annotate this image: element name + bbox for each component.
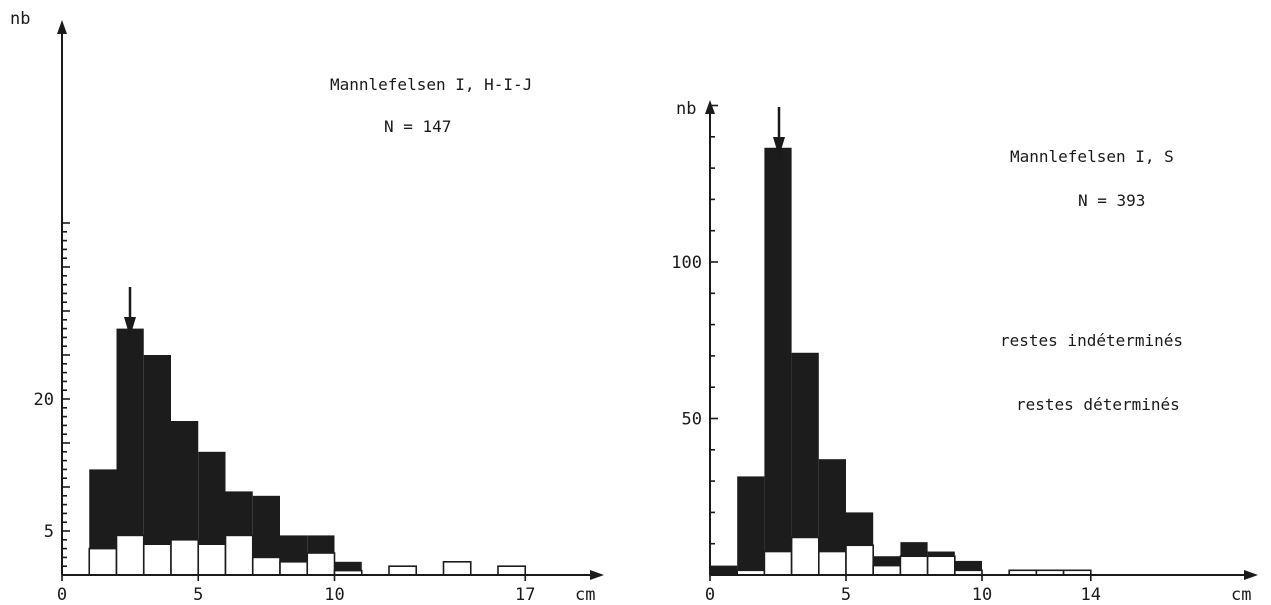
right-x-tick-label-3: 14 (1081, 585, 1101, 605)
legend-item-determines: restes déterminés (1016, 395, 1180, 414)
left-bar-dark-2 (144, 355, 171, 544)
right-x-ticks: 0 5 10 14 (705, 575, 1101, 605)
left-bar-dark-3 (171, 421, 198, 540)
right-bar-light-5 (846, 545, 873, 575)
left-bar-dark-8 (307, 535, 334, 553)
left-x-tick-label-3: 17 (515, 585, 535, 605)
histogram-right: 0 5 10 14 50 100 nb cm Mannlefelsen I, S N =… (671, 99, 1258, 605)
left-bar-light-7 (280, 562, 307, 575)
left-y-tick-label-1: 20 (34, 390, 54, 410)
left-bar-light-15 (498, 566, 525, 575)
left-x-ticks: 0 5 10 17 (57, 575, 536, 605)
right-y-tick-label-0: 50 (682, 410, 702, 430)
right-bar-light-3 (792, 537, 819, 575)
left-x-tick-label-0: 0 (57, 585, 67, 605)
right-bar-dark-6 (873, 556, 900, 565)
left-bar-dark-7 (280, 535, 307, 561)
left-bar-light-4 (198, 544, 225, 575)
right-bar-dark-4 (819, 459, 846, 551)
right-chart-subtitle: N = 393 (1078, 191, 1145, 210)
right-y-axis-arrowhead (705, 100, 715, 114)
right-x-axis-arrowhead (1244, 570, 1258, 580)
histogram-left: 0 5 10 17 5 20 nb cm Mannlefelsen I, H-I-J N… (10, 9, 604, 605)
right-bar-light-8 (928, 556, 955, 575)
left-bar-light-6 (253, 557, 280, 575)
left-x-axis-arrowhead (590, 570, 604, 580)
left-bar-light-0 (89, 549, 116, 575)
left-bar-light-5 (226, 535, 253, 575)
right-bar-dark-1 (737, 476, 764, 570)
left-y-axis-arrowhead (57, 20, 67, 34)
left-chart-subtitle: N = 147 (384, 117, 451, 136)
left-bar-light-2 (144, 544, 171, 575)
left-y-tick-label-0: 5 (44, 522, 54, 542)
left-chart-title: Mannlefelsen I, H-I-J (330, 75, 532, 94)
left-x-tick-label-1: 5 (193, 585, 203, 605)
right-bar-light-7 (900, 556, 927, 575)
left-bar-dark-4 (198, 452, 225, 544)
right-bar-dark-2 (764, 148, 791, 552)
left-bar-light-1 (117, 535, 144, 575)
left-x-tick-label-2: 10 (324, 585, 344, 605)
left-bar-light-13 (444, 562, 471, 575)
legend-item-indetermines: restes indéterminés (1000, 331, 1183, 350)
left-y-axis-label: nb (10, 9, 30, 29)
right-x-axis-label: cm (1231, 585, 1251, 605)
left-x-axis-label: cm (575, 585, 595, 605)
left-bar-light-8 (307, 553, 334, 575)
left-bars (89, 329, 525, 575)
right-bar-dark-9 (955, 561, 982, 570)
right-chart-title: Mannlefelsen I, S (1010, 147, 1174, 166)
right-bar-light-6 (873, 566, 900, 575)
right-bar-light-4 (819, 552, 846, 575)
right-bar-dark-7 (900, 542, 927, 556)
left-bar-dark-1 (117, 329, 144, 536)
right-x-tick-label-0: 0 (705, 585, 715, 605)
left-bar-dark-5 (226, 491, 253, 535)
right-bar-dark-3 (792, 353, 819, 538)
left-y-ticks: 5 20 (34, 223, 70, 566)
right-bars (710, 148, 1091, 575)
right-bar-dark-5 (846, 512, 873, 545)
left-bar-dark-6 (253, 496, 280, 558)
left-bar-light-11 (389, 566, 416, 575)
right-y-tick-label-1: 100 (671, 253, 702, 273)
left-bar-light-3 (171, 540, 198, 575)
left-bar-dark-0 (89, 469, 116, 548)
right-y-axis-label: nb (676, 99, 696, 119)
right-x-tick-label-2: 10 (972, 585, 992, 605)
right-bar-light-2 (764, 552, 791, 575)
left-bar-dark-9 (335, 562, 362, 571)
right-bar-dark-0 (710, 566, 737, 575)
right-x-tick-label-1: 5 (841, 585, 851, 605)
